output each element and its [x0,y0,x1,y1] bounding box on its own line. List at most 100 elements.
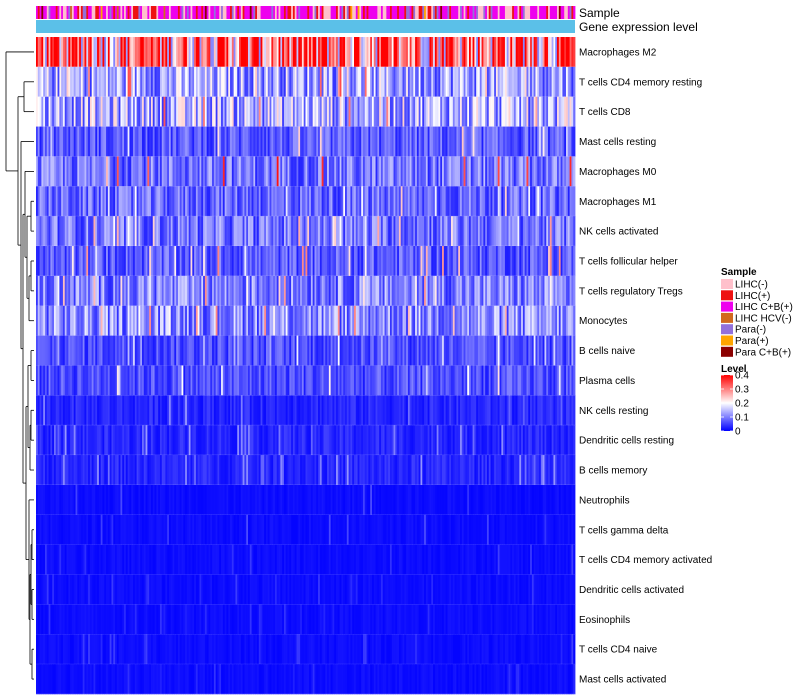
heatmap-cell [212,96,215,127]
heatmap-cell [319,425,323,456]
sample-annotation-cell [336,6,339,19]
heatmap-cell [438,246,441,277]
heatmap-cell [389,335,393,366]
heatmap-cell [325,365,328,396]
heatmap-cell [244,186,247,217]
heatmap-cell [172,246,175,277]
heatmap-cell [115,156,118,187]
heatmap-cell [334,96,337,127]
heatmap-cell [370,186,373,217]
heatmap-cell [176,484,179,516]
heatmap-cell [170,425,173,456]
heatmap-cell [120,305,123,336]
heatmap-cell [107,156,111,187]
heatmap-cell [280,335,283,366]
sample-annotation-cell [239,6,242,19]
heatmap-cell [564,186,567,217]
heatmap-cell [395,96,398,127]
heatmap-cell [280,156,283,187]
heatmap-cell [555,246,558,277]
heatmap-cell [449,216,452,247]
heatmap-cell [560,335,563,366]
heatmap-cell [539,305,542,336]
sample-annotation-cell [167,6,170,19]
heatmap-cell [366,126,369,157]
heatmap-cell [375,126,378,157]
heatmap-cell [531,395,535,426]
heatmap-cell [195,395,199,426]
heatmap-cell [120,66,123,98]
heatmap-cell [427,186,430,217]
heatmap-cell [328,126,332,157]
heatmap-cell [217,216,220,247]
heatmap-cell [499,395,502,426]
heatmap-cell [461,66,465,98]
heatmap-cell [499,186,502,217]
heatmap-cell [359,126,362,157]
heatmap-cell [513,395,517,426]
heatmap-cell [355,96,359,127]
heatmap-cell [145,37,148,68]
heatmap-cell [246,126,249,157]
heatmap-cell [375,96,378,127]
sample-annotation-cell [522,6,526,19]
heatmap-cell [330,455,333,486]
heatmap-cell [154,96,157,127]
heatmap-cell [199,186,202,217]
heatmap-cell [269,216,272,247]
heatmap-cell [303,305,306,336]
heatmap-cell [282,425,285,456]
heatmap-cell [420,455,423,486]
heatmap-cell [301,126,305,157]
heatmap-cell [540,335,544,366]
heatmap-cell [253,37,256,68]
sample-annotation-cell [61,6,64,19]
heatmap-cell [355,305,359,336]
heatmap-cell [310,305,314,336]
heatmap-cell [143,156,146,187]
heatmap-cell [429,365,432,396]
heatmap-cell [483,365,486,396]
heatmap-cell [122,66,125,98]
heatmap-cell [242,246,245,277]
heatmap-cell [359,395,362,426]
heatmap-cell [125,37,129,68]
heatmap-cell [348,455,351,486]
heatmap-cell [334,37,337,68]
heatmap-cell [244,425,247,456]
heatmap-cell [327,395,330,426]
heatmap-cell [339,305,342,336]
heatmap-cell [235,96,238,127]
heatmap-cell [129,186,132,217]
heatmap-cell [310,484,314,516]
heatmap-cell [192,216,195,247]
heatmap-cell [239,156,242,187]
heatmap-cell [530,246,533,277]
sample-annotation-cell [107,6,111,19]
heatmap-cell [325,275,328,307]
sample-annotation-cell [246,6,249,19]
heatmap-cell [271,156,274,187]
heatmap-cell [341,455,344,486]
heatmap-cell [120,186,123,217]
heatmap-cell [424,455,427,486]
heatmap-cell [434,156,438,187]
heatmap-cell [186,66,190,98]
heatmap-cell [373,275,376,307]
heatmap-cell [152,335,155,366]
heatmap-cell [222,126,226,157]
heatmap-cell [377,186,380,217]
heatmap-cell [215,425,218,456]
heatmap-cell [116,37,120,68]
heatmap-cell [370,335,373,366]
heatmap-cell [100,37,103,68]
heatmap-cell [57,96,60,127]
heatmap-cell [479,335,482,366]
heatmap-cell [37,246,40,277]
heatmap-cell [345,216,348,247]
sample-annotation-cell [406,6,409,19]
heatmap-cell [68,96,71,127]
heatmap-cell [438,275,441,307]
heatmap-cell [346,395,350,426]
heatmap-cell [186,246,190,277]
